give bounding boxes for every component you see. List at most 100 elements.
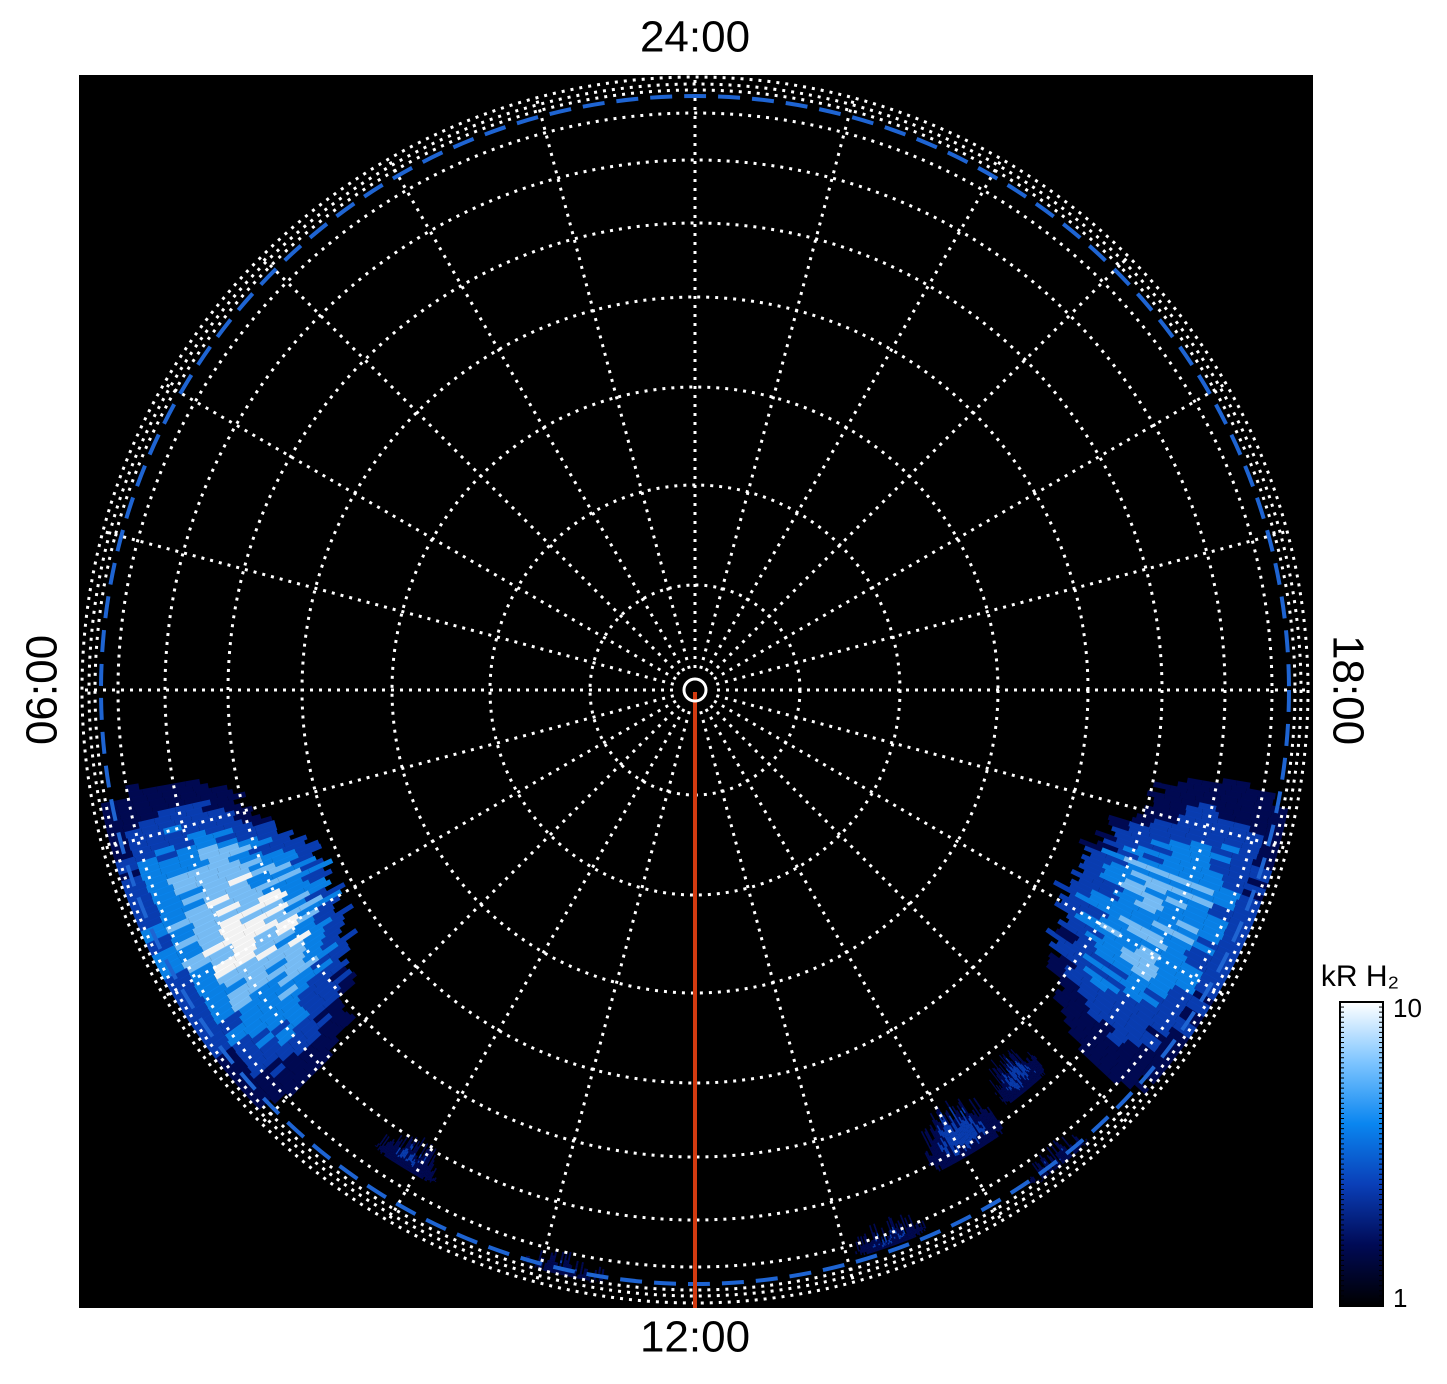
emission-patch <box>886 1235 889 1238</box>
emission-patch <box>973 1120 978 1126</box>
emission-patch <box>385 1152 388 1155</box>
emission-patch <box>386 1143 389 1146</box>
emission-patch <box>1078 862 1102 877</box>
emission-patch <box>1126 1017 1147 1036</box>
emission-patch <box>999 1092 1003 1096</box>
emission-patch <box>959 1110 965 1117</box>
emission-patch <box>1075 930 1097 947</box>
emission-patch <box>579 1272 582 1275</box>
emission-patch <box>1209 857 1231 871</box>
emission-patch <box>1003 1124 1007 1129</box>
emission-patch <box>543 1268 546 1270</box>
emission-patch <box>392 1141 395 1144</box>
emission-patch <box>963 1134 968 1140</box>
emission-patch <box>986 1106 991 1112</box>
emission-patch <box>409 1157 414 1162</box>
emission-patch <box>986 1122 990 1127</box>
emission-patch <box>397 1156 401 1161</box>
emission-patch <box>291 1059 308 1076</box>
emission-patch <box>565 1260 568 1263</box>
emission-patch <box>1002 1117 1005 1120</box>
emission-patch <box>973 1145 979 1151</box>
emission-patch <box>1067 1027 1083 1042</box>
emission-patch <box>1242 881 1267 896</box>
emission-patch <box>1086 1008 1104 1024</box>
emission-patch <box>870 1245 873 1248</box>
emission-patch <box>373 1133 376 1137</box>
emission-patch <box>844 1242 847 1246</box>
emission-patch <box>1089 976 1109 993</box>
emission-patch <box>874 1226 877 1231</box>
emission-patch <box>296 907 320 925</box>
emission-patch <box>377 1144 381 1149</box>
emission-patch <box>927 1231 930 1232</box>
emission-patch <box>1154 908 1179 925</box>
emission-patch <box>1127 1064 1143 1080</box>
emission-patch <box>1096 840 1119 853</box>
emission-patch <box>871 1243 874 1245</box>
emission-patch <box>994 1122 999 1128</box>
emission-patch <box>400 1149 404 1152</box>
emission-patch <box>927 1231 930 1232</box>
emission-patch <box>380 1139 385 1143</box>
emission-patch <box>933 1138 937 1143</box>
emission-patch <box>1130 869 1153 883</box>
emission-patch <box>1108 819 1131 832</box>
emission-patch <box>391 1146 396 1150</box>
emission-patch <box>1057 918 1079 935</box>
emission-patch <box>858 1248 861 1251</box>
emission-patch <box>1000 1098 1003 1101</box>
emission-patch <box>1093 924 1117 941</box>
emission-patch <box>209 795 229 806</box>
emission-patch <box>978 1113 984 1120</box>
emission-patch <box>995 1122 1000 1127</box>
emission-patch <box>924 1163 928 1166</box>
emission-patch <box>850 1253 853 1256</box>
emission-patch <box>292 966 314 984</box>
emission-patch <box>1168 838 1192 852</box>
emission-patch <box>1151 1021 1171 1038</box>
emission-patch <box>224 977 248 996</box>
emission-patch <box>293 1041 310 1057</box>
emission-patch <box>370 1137 373 1141</box>
emission-patch <box>994 1117 999 1122</box>
emission-patch <box>1156 916 1180 932</box>
emission-patch <box>1008 1125 1012 1129</box>
emission-patch <box>974 1143 980 1150</box>
emission-patch <box>1167 988 1190 1006</box>
emission-patch <box>1217 817 1235 828</box>
emission-patch <box>870 1240 873 1243</box>
emission-patch <box>517 1252 520 1255</box>
emission-patch <box>1117 989 1138 1007</box>
emission-patch <box>600 1278 603 1281</box>
emission-patch <box>884 1243 887 1245</box>
emission-patch <box>509 1267 512 1269</box>
emission-patch <box>887 1242 890 1244</box>
emission-patch <box>929 1128 934 1134</box>
emission-patch <box>395 1140 399 1145</box>
emission-patch <box>388 1128 392 1133</box>
emission-patch <box>544 1264 547 1267</box>
emission-patch <box>889 1243 892 1246</box>
emission-patch <box>992 1067 996 1073</box>
emission-patch <box>1053 900 1077 917</box>
emission-patch <box>978 1115 982 1120</box>
emission-patch <box>328 965 348 983</box>
emission-patch <box>862 1248 865 1250</box>
emission-patch <box>935 1128 940 1134</box>
emission-patch <box>883 1245 886 1248</box>
emission-patch <box>928 1225 931 1227</box>
emission-patch <box>232 887 258 904</box>
emission-patch <box>1231 852 1254 865</box>
emission-patch <box>596 1279 600 1283</box>
emission-patch <box>991 1083 996 1088</box>
emission-patch <box>516 1255 520 1257</box>
emission-patch <box>863 1233 867 1237</box>
emission-patch <box>899 1223 903 1227</box>
emission-patch <box>376 1139 379 1142</box>
emission-patch <box>938 1124 943 1131</box>
emission-patch <box>544 1262 547 1265</box>
emission-patch <box>602 1267 605 1270</box>
emission-patch <box>889 1229 893 1234</box>
emission-patch <box>1125 1031 1144 1048</box>
